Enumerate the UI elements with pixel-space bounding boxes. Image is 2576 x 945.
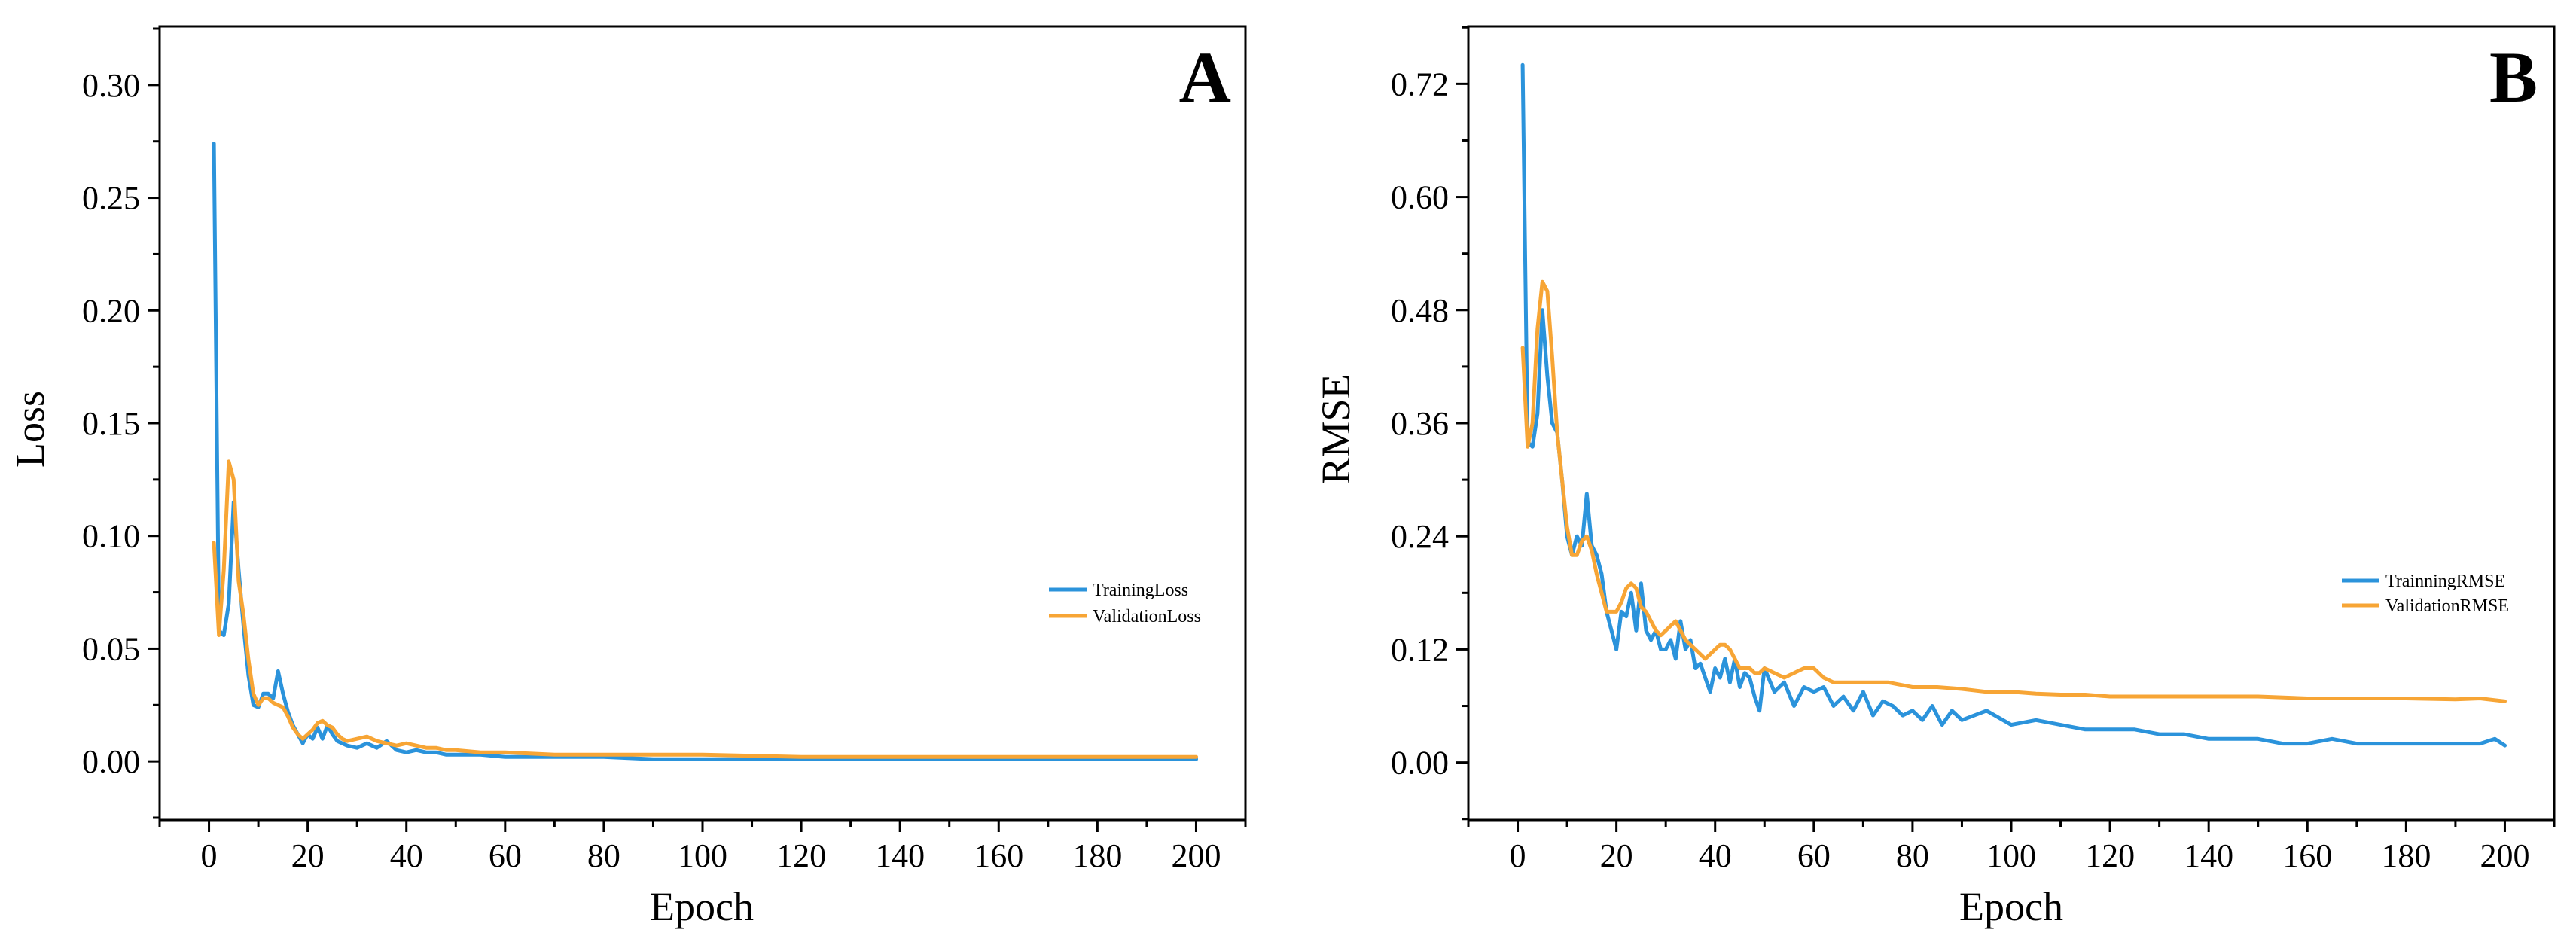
panel-b-x-tick-label: 40 (1699, 837, 1732, 874)
panel-b-letter: B (2489, 37, 2538, 117)
panel-a-x-tick-label: 20 (291, 837, 325, 874)
panel-b-y-tick-label: 0.48 (1391, 292, 1449, 329)
panel-a-y-tick-label: 0.05 (82, 630, 140, 667)
panel-a-y-tick-label: 0.15 (82, 405, 140, 442)
panel-a-x-tick-label: 140 (875, 837, 925, 874)
panel-b-x-tick-label: 20 (1600, 837, 1633, 874)
panel-b-y-tick-label: 0.12 (1391, 631, 1449, 668)
panel-a-legend-label-validation: ValidationLoss (1093, 607, 1201, 626)
panel-a-legend-label-training: TrainingLoss (1093, 581, 1188, 600)
panel-b-x-tick-label: 120 (2085, 837, 2135, 874)
panel-a-loss-chart: A Epoch Loss TrainingLoss ValidationLoss… (8, 25, 1247, 929)
panel-b-y-tick-label: 0.36 (1391, 405, 1449, 442)
panel-b-series-line-validationrmse (1520, 279, 2507, 703)
panel-b-y-axis-title: RMSE (1313, 373, 1358, 484)
panel-b-rmse-chart: B Epoch RMSE TrainningRMSE ValidationRMS… (1313, 25, 2556, 929)
panel-a-series-line-trainingloss (212, 142, 1198, 761)
panel-a-legend: TrainingLoss ValidationLoss (1049, 581, 1201, 626)
panel-a-x-tick-label: 0 (201, 837, 218, 874)
panel-b-x-tick-label: 160 (2282, 837, 2332, 874)
panel-b-y-tick-label: 0.60 (1391, 179, 1449, 216)
panel-a-x-tick-label: 100 (678, 837, 727, 874)
panel-a-series-line-validationloss (212, 459, 1198, 759)
panel-b-x-axis-title: Epoch (1959, 884, 2063, 929)
panel-b-x-tick-label: 60 (1797, 837, 1831, 874)
panel-a-x-tick-label: 80 (587, 837, 620, 874)
panel-b-y-tick-label: 0.24 (1391, 518, 1449, 555)
panel-a-x-tick-label: 200 (1171, 837, 1221, 874)
panel-a-x-tick-label: 180 (1072, 837, 1122, 874)
panel-b-legend: TrainningRMSE ValidationRMSE (2342, 572, 2509, 616)
panel-a-letter: A (1179, 37, 1231, 117)
panel-a-x-tick-label: 160 (974, 837, 1023, 874)
panel-a-y-tick-label: 0.30 (82, 67, 140, 104)
panel-a-x-tick-label: 120 (776, 837, 826, 874)
panel-b-legend-label-training: TrainningRMSE (2385, 572, 2505, 591)
panel-b-legend-label-validation: ValidationRMSE (2385, 596, 2509, 616)
panel-a-x-axis-title: Epoch (650, 884, 754, 929)
panel-a-x-tick-label: 60 (489, 837, 522, 874)
panel-b-x-tick-label: 100 (1986, 837, 2036, 874)
panel-a-y-axis-title: Loss (8, 391, 53, 468)
panel-a-y-tick-label: 0.00 (82, 743, 140, 780)
panel-a-y-tick-label: 0.25 (82, 180, 140, 217)
panel-b-x-tick-label: 200 (2480, 837, 2529, 874)
panel-a-y-tick-label: 0.10 (82, 518, 140, 555)
panel-a-x-tick-label: 40 (390, 837, 423, 874)
panel-b-y-tick-label: 0.72 (1391, 66, 1449, 102)
panel-b-x-tick-label: 80 (1896, 837, 1929, 874)
panel-b-x-tick-label: 0 (1510, 837, 1526, 874)
panel-b-x-tick-label: 140 (2184, 837, 2233, 874)
panel-b-series-line-trainningrmse (1520, 62, 2507, 748)
panel-b-x-tick-label: 180 (2381, 837, 2431, 874)
panel-a-y-tick-label: 0.20 (82, 292, 140, 329)
panel-b-y-tick-label: 0.00 (1391, 745, 1449, 782)
